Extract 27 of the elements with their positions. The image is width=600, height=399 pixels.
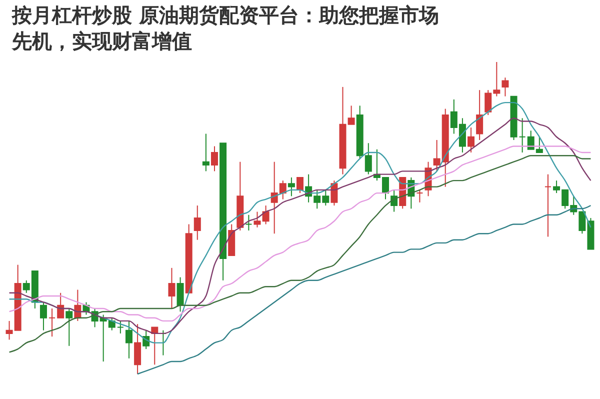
chart-title: 按月杠杆炒股 原油期货配资平台：助您把握市场先机，实现财富增值	[11, 3, 439, 53]
candlestick	[48, 308, 56, 338]
candlestick	[176, 276, 184, 312]
candlestick	[296, 176, 304, 194]
candlestick	[116, 320, 124, 334]
candlestick	[202, 133, 210, 172]
candlestick	[518, 118, 526, 153]
candlestick	[262, 205, 270, 225]
candlestick	[40, 302, 47, 331]
candlestick	[330, 180, 338, 206]
candlestick	[254, 211, 261, 228]
candlestick	[288, 176, 295, 197]
candlestick	[66, 308, 73, 346]
candlestick	[245, 214, 252, 231]
candlestick	[194, 205, 201, 240]
candlestick	[134, 324, 142, 374]
candlestick	[168, 267, 176, 309]
candlestick	[502, 77, 509, 97]
candlestick	[151, 326, 158, 366]
candlestick	[476, 90, 484, 140]
candlestick	[210, 146, 218, 172]
candlestick	[364, 142, 372, 175]
candlestick	[416, 189, 424, 203]
candlestick	[57, 292, 64, 318]
candlestick	[125, 320, 132, 359]
candlestick	[468, 127, 475, 153]
candlestick	[544, 174, 552, 238]
